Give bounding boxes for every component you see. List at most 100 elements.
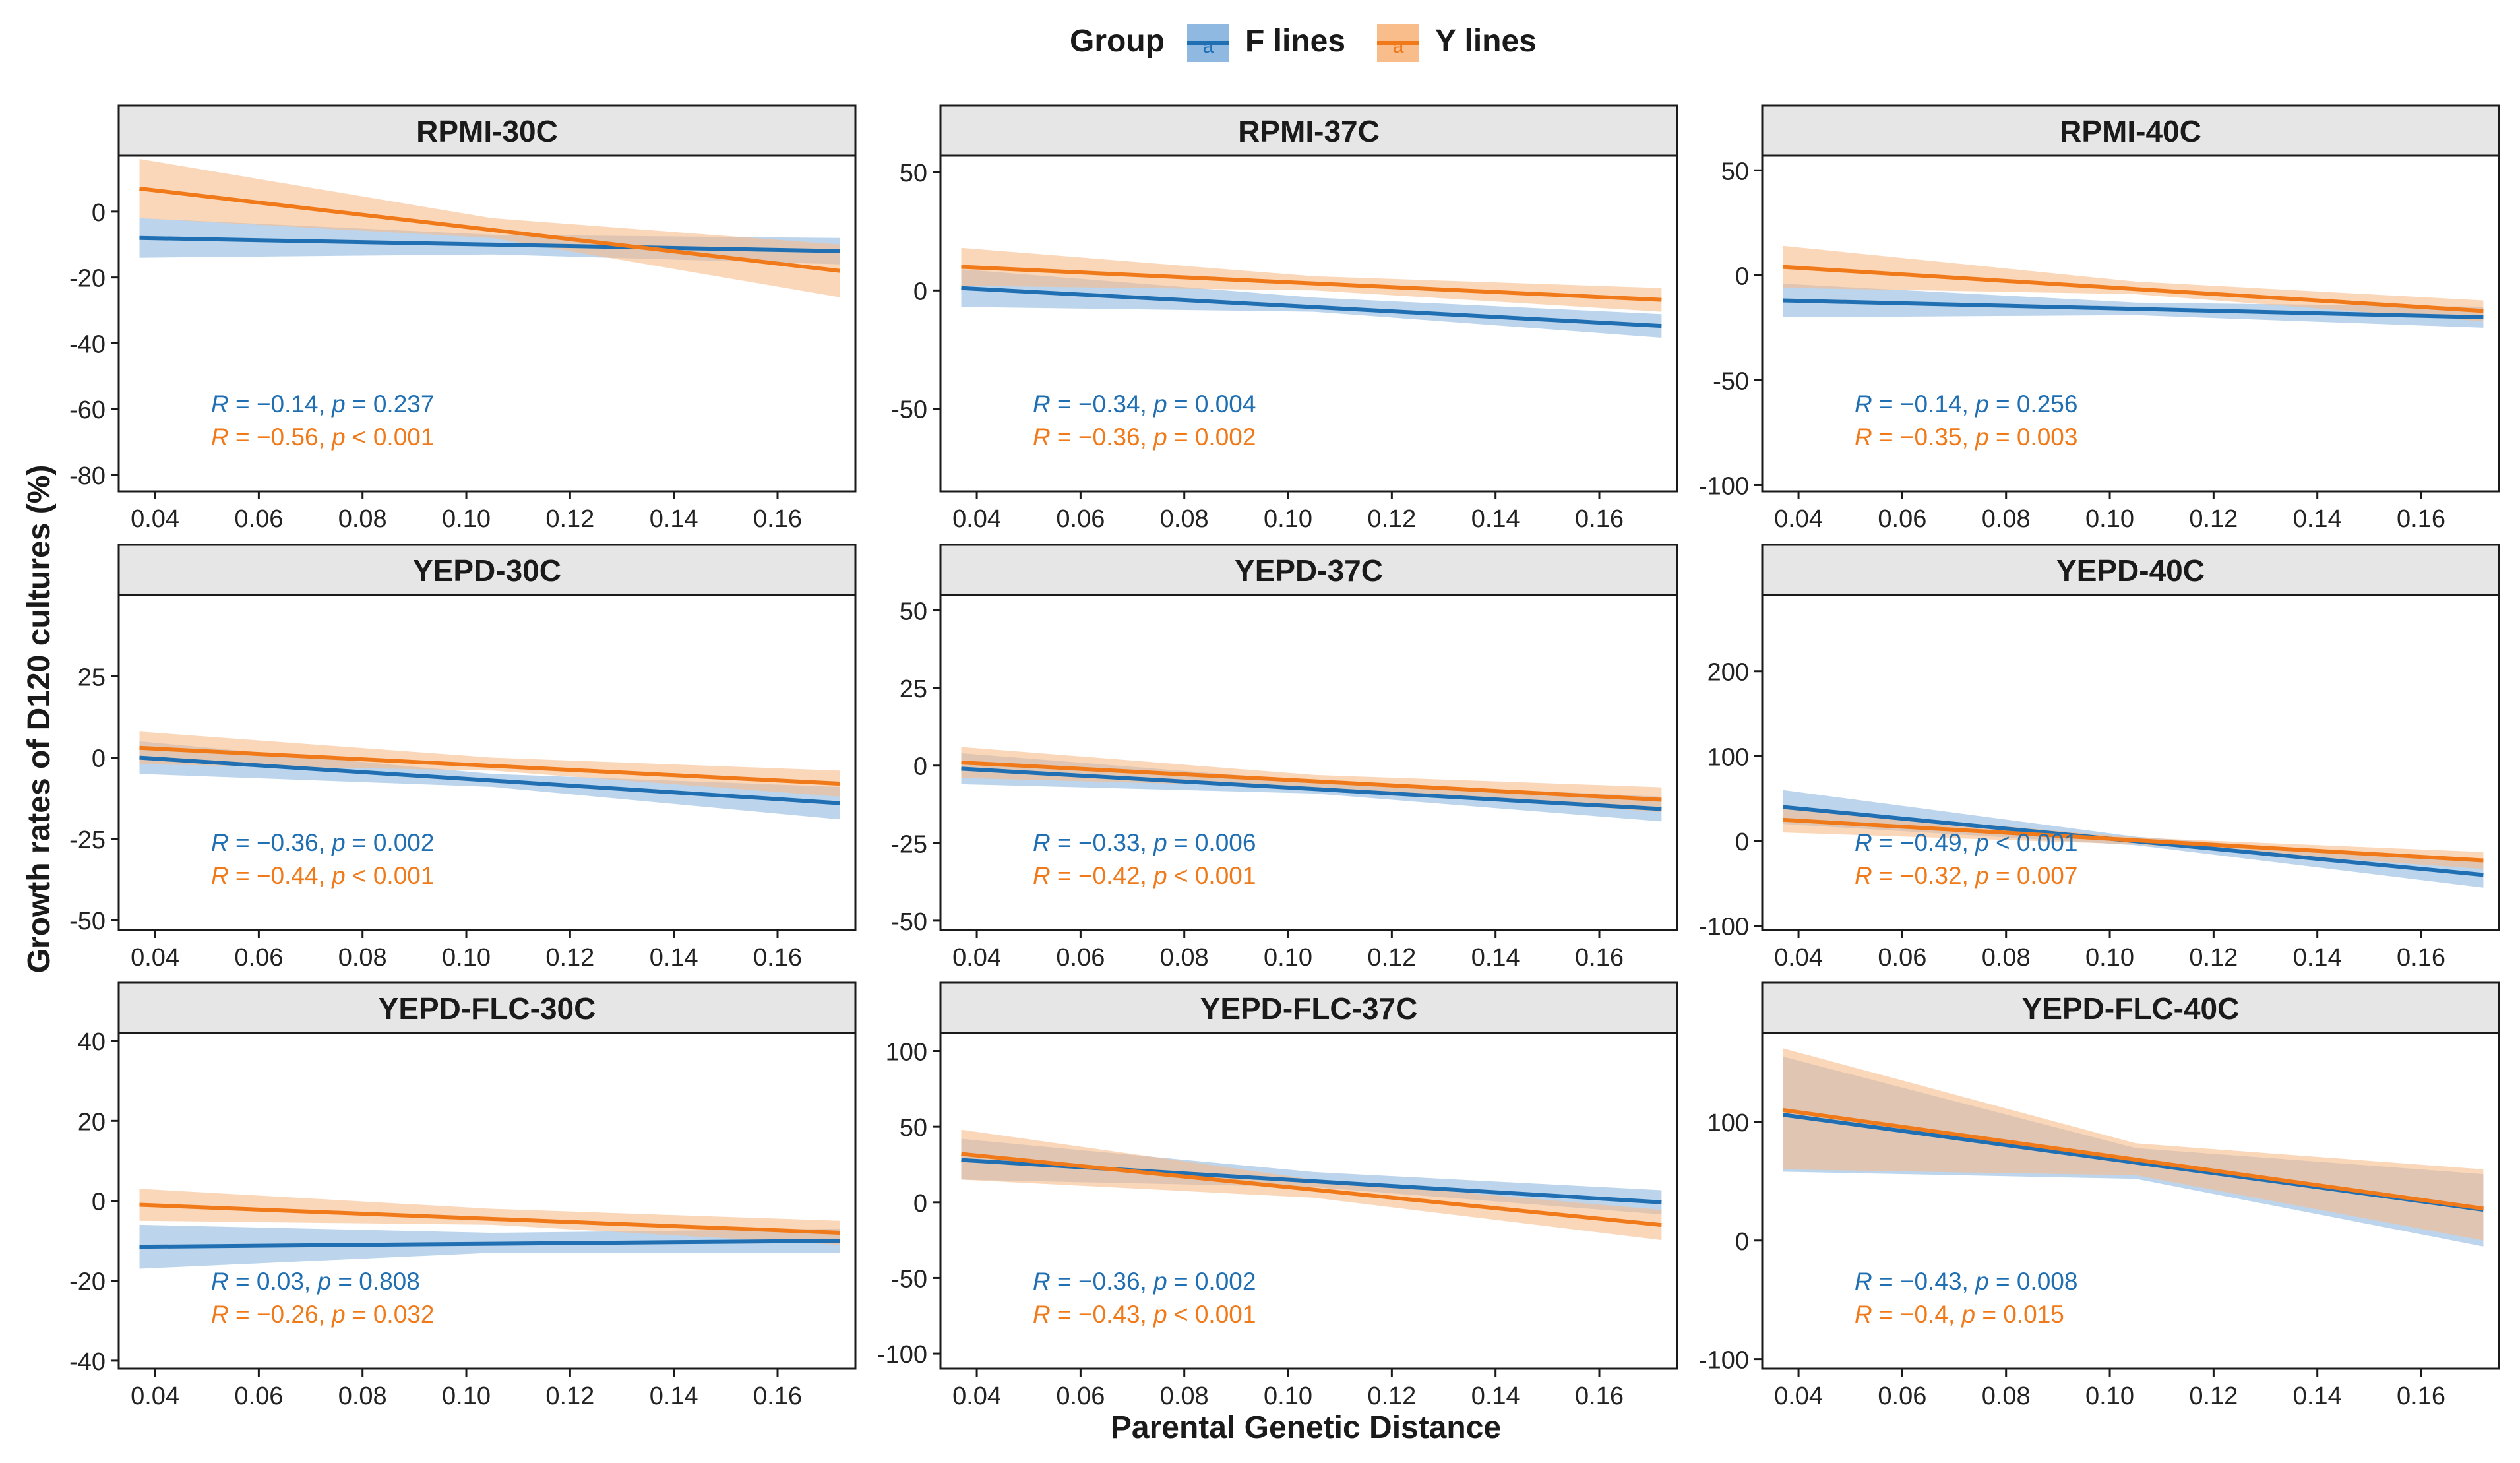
x-tick-label: 0.08 [338, 944, 387, 972]
legend-title: Group [1070, 24, 1165, 59]
stat-f-lines: R = −0.14, p = 0.237 [211, 390, 434, 418]
stat-r-value: = −0.43, [1872, 1268, 1975, 1295]
panel-title: YEPD-FLC-37C [1200, 991, 1418, 1026]
x-tick-label: 0.04 [1774, 944, 1823, 972]
stat-r-symbol: R [1033, 390, 1051, 418]
x-tick-label: 0.14 [1471, 944, 1520, 972]
stat-r-value: = −0.32, [1872, 862, 1975, 889]
panel-yepd-flc-30c: YEPD-FLC-30C 40 20 0 -20 -40 0.04 0.06 0.08 0.10 0… [69, 981, 857, 1410]
y-tick-label: -50 [1713, 367, 1749, 395]
fit-line-f-lines [961, 766, 1662, 811]
x-tick-label: 0.10 [442, 1383, 491, 1410]
y-tick-label: 0 [913, 278, 927, 305]
stat-p-symbol: p [331, 423, 346, 451]
x-tick-label: 0.08 [1982, 944, 2031, 972]
y-tick-label: 0 [1735, 1228, 1749, 1256]
ci-band-y-lines [1783, 245, 2484, 322]
fit-line-y-lines [139, 1202, 840, 1235]
stat-r-value: = −0.43, [1051, 1301, 1153, 1328]
y-tick-label: 50 [1721, 158, 1749, 185]
x-tick-label: 0.14 [650, 505, 698, 533]
fit-line-y-lines [1783, 817, 2484, 863]
y-tick-label: -50 [891, 396, 927, 424]
stat-y-lines: R = −0.42, p < 0.001 [1033, 862, 1256, 889]
stat-p-symbol: p [1153, 423, 1167, 451]
x-tick-label: 0.08 [338, 1383, 387, 1410]
x-tick-label: 0.12 [2189, 1383, 2238, 1410]
y-tick-label: 0 [1735, 828, 1749, 856]
stat-y-lines: R = −0.35, p = 0.003 [1855, 423, 2077, 451]
stat-r-value: = −0.33, [1051, 829, 1153, 856]
x-tick-label: 0.06 [1056, 505, 1105, 533]
x-tick-label: 0.16 [1575, 505, 1624, 533]
legend-key-y-lines: a [1377, 24, 1419, 62]
fit-line-y-lines [961, 265, 1662, 302]
stat-p-value: < 0.001 [1167, 1301, 1256, 1328]
panel-strip [117, 981, 857, 1034]
y-tick-label: 50 [900, 160, 927, 187]
stat-p-value: = 0.808 [331, 1268, 420, 1295]
stat-p-value: = 0.004 [1167, 390, 1256, 418]
stat-r-value: = −0.14, [229, 390, 332, 418]
x-tick-label: 0.08 [1160, 505, 1209, 533]
stat-r-symbol: R [1855, 1268, 1872, 1295]
stat-r-value: = −0.36, [229, 829, 332, 856]
y-tick-label: -25 [891, 830, 927, 858]
stat-f-lines: R = −0.36, p = 0.002 [211, 829, 434, 856]
stat-y-lines: R = −0.26, p = 0.032 [211, 1301, 434, 1328]
y-axis-title: Growth rates of D120 cultures (%) [22, 465, 57, 974]
y-tick-label: 20 [78, 1108, 106, 1136]
y-tick-label: 25 [78, 664, 106, 691]
x-tick-label: 0.08 [1160, 944, 1209, 972]
x-tick-label: 0.12 [545, 1383, 594, 1410]
y-tick-label: -40 [69, 1348, 106, 1376]
x-tick-label: 0.14 [2293, 505, 2342, 533]
legend-key-glyph-y: a [1393, 36, 1404, 57]
stat-f-lines: R = −0.34, p = 0.004 [1033, 390, 1256, 418]
stat-r-value: = 0.03, [229, 1268, 318, 1295]
stat-y-lines: R = −0.4, p = 0.015 [1855, 1301, 2064, 1328]
ci-band-y-lines [961, 247, 1662, 312]
ci-band-y-lines [961, 1129, 1662, 1241]
x-tick-label: 0.08 [1982, 1383, 2031, 1410]
y-tick-label: 100 [1707, 743, 1749, 771]
stat-p-value: = 0.002 [1167, 423, 1256, 451]
y-tick-label: -50 [891, 908, 927, 936]
panel-rpmi-40c: RPMI-40C 50 0 -50 -100 0.04 0.06 0.08 0.10 0.12 0.… [1699, 104, 2500, 533]
y-tick-label: 0 [92, 745, 106, 773]
stat-r-value: = −0.35, [1872, 423, 1975, 451]
y-tick-label: 0 [92, 199, 106, 227]
stat-r-symbol: R [1033, 862, 1051, 889]
stat-r-value: = −0.34, [1051, 390, 1153, 418]
x-tick-label: 0.04 [952, 944, 1001, 972]
stat-p-value: = 0.002 [346, 829, 435, 856]
fit-line-y-lines [1783, 1107, 2484, 1211]
fit-line-f-lines [961, 286, 1662, 328]
stat-r-symbol: R [211, 1268, 229, 1295]
ci-band-y-lines [1783, 1048, 2484, 1241]
stat-r-value: = −0.44, [229, 862, 332, 889]
y-tick-label: 50 [900, 1114, 927, 1142]
x-tick-label: 0.16 [753, 944, 802, 972]
panel-strip [1761, 544, 2500, 596]
ci-band-f-lines [1783, 284, 2484, 328]
x-tick-label: 0.04 [131, 505, 179, 533]
x-tick-label: 0.12 [2189, 944, 2238, 972]
stat-r-value: = −0.14, [1872, 390, 1975, 418]
stat-p-value: = 0.237 [346, 390, 435, 418]
fit-line-y-lines [961, 761, 1662, 802]
x-tick-label: 0.04 [952, 505, 1001, 533]
stat-r-value: = −0.36, [1051, 1268, 1153, 1295]
y-tick-label: 100 [1707, 1109, 1749, 1137]
y-tick-label: -60 [69, 396, 106, 424]
stat-r-value: = −0.36, [1051, 423, 1153, 451]
stat-p-value: = 0.032 [346, 1301, 435, 1328]
x-tick-label: 0.14 [2293, 1383, 2342, 1410]
y-tick-label: -100 [1699, 914, 1749, 941]
y-tick-label: 40 [78, 1028, 106, 1056]
stat-p-value: < 0.001 [1989, 829, 2078, 856]
stat-r-symbol: R [211, 423, 229, 451]
legend-label-f-lines: F lines [1245, 24, 1345, 59]
stat-f-lines: R = −0.33, p = 0.006 [1033, 829, 1256, 856]
